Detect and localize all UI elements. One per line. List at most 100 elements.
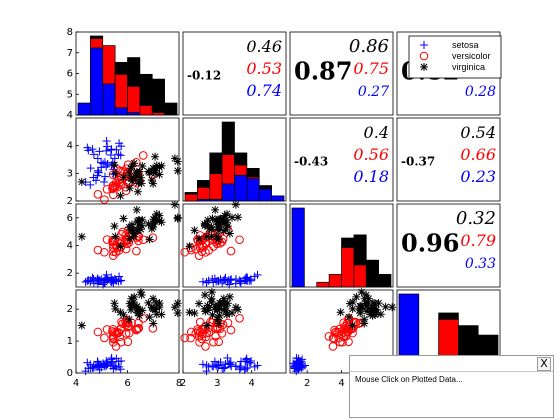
data-point-setosa	[97, 363, 106, 372]
histogram-bar-virginica	[127, 57, 141, 87]
data-point-virginica	[207, 232, 216, 241]
data-point-setosa	[112, 276, 121, 285]
data-point-virginica	[152, 209, 161, 218]
data-point-virginica	[133, 217, 142, 226]
data-point-virginica	[213, 315, 222, 324]
data-point-virginica	[173, 299, 182, 308]
data-point-virginica	[155, 216, 164, 225]
panel-frame	[396, 117, 501, 202]
panel-4-1	[75, 288, 182, 376]
data-point-setosa	[198, 277, 207, 286]
data-point-virginica	[136, 225, 145, 234]
histogram-bar-setosa	[127, 112, 141, 116]
data-point-setosa	[103, 142, 112, 151]
data-point-setosa	[99, 280, 108, 289]
y-tick-label: 2	[67, 268, 73, 279]
histogram-bar-virginica	[341, 237, 355, 248]
correlation-virginica: 0.32	[456, 208, 496, 229]
data-point-virginica	[219, 305, 228, 314]
data-point-virginica	[77, 177, 86, 186]
correlation-total: -0.43	[294, 155, 328, 169]
data-point-setosa	[92, 176, 101, 185]
data-point-virginica	[150, 169, 159, 178]
data-point-versicolor	[199, 242, 208, 252]
histogram-bar-setosa	[90, 47, 104, 116]
data-point-setosa	[107, 277, 116, 286]
data-point-virginica	[213, 217, 222, 226]
data-point-virginica	[420, 63, 428, 71]
data-point-setosa	[92, 276, 101, 285]
panel-frame	[75, 289, 180, 374]
data-cursor-popup[interactable]: X Mouse Click on Plotted Data...	[349, 355, 554, 418]
data-point-virginica	[348, 321, 357, 330]
data-point-virginica	[223, 222, 232, 231]
data-point-versicolor	[335, 337, 345, 347]
correlation-total: 0.87	[294, 57, 352, 86]
data-point-virginica	[200, 219, 209, 228]
data-point-virginica	[202, 321, 211, 330]
y-tick-label: 8	[67, 27, 73, 38]
data-point-versicolor	[209, 242, 218, 251]
data-point-virginica	[214, 302, 223, 311]
data-point-versicolor	[344, 337, 353, 347]
data-point-virginica	[127, 177, 136, 186]
histogram-bar-versicolor	[127, 85, 141, 113]
data-point-virginica	[214, 226, 223, 235]
data-point-virginica	[77, 232, 86, 241]
panel-3-3	[289, 203, 394, 288]
data-point-versicolor	[201, 248, 210, 257]
data-point-versicolor	[110, 182, 120, 192]
histogram-bar-versicolor	[151, 112, 165, 116]
data-point-setosa	[214, 361, 223, 370]
histogram-bar-setosa	[271, 195, 285, 202]
histogram-bar-setosa	[221, 183, 235, 202]
correlation-1-3: 0.870.86 0.75 0.27	[294, 36, 389, 100]
data-point-setosa	[295, 363, 304, 372]
data-point-versicolor	[116, 180, 126, 189]
data-point-virginica	[127, 294, 136, 303]
data-point-versicolor	[197, 334, 207, 344]
data-point-setosa	[253, 361, 262, 370]
y-tick-label: 6	[67, 213, 73, 224]
legend-entry-setosa: setosa	[452, 40, 479, 50]
data-point-versicolor	[121, 244, 131, 254]
data-point-virginica	[219, 226, 228, 235]
data-point-virginica	[149, 219, 158, 228]
correlation-versicolor: 0.56	[353, 145, 389, 164]
data-point-virginica	[132, 171, 141, 180]
data-point-virginica	[361, 299, 370, 308]
data-point-versicolor	[132, 324, 142, 334]
data-point-virginica	[127, 305, 136, 314]
data-point-versicolor	[93, 245, 103, 255]
correlation-setosa: 0.23	[460, 167, 496, 186]
histogram-bar-versicolor	[197, 186, 211, 200]
histogram-bar-versicolor	[328, 274, 342, 288]
data-point-versicolor	[124, 328, 134, 338]
data-point-setosa	[301, 361, 310, 370]
data-point-virginica	[200, 304, 209, 313]
data-point-versicolor	[191, 329, 201, 338]
histogram-bar-versicolor	[114, 73, 128, 109]
data-point-setosa	[235, 365, 244, 374]
data-point-setosa	[86, 164, 95, 173]
data-point-virginica	[147, 175, 156, 184]
data-point-setosa	[102, 270, 111, 279]
data-point-versicolor	[108, 183, 118, 193]
data-point-virginica	[223, 209, 232, 218]
data-point-setosa	[213, 363, 222, 372]
popup-close-button[interactable]: X	[537, 357, 551, 371]
data-point-virginica	[116, 191, 125, 200]
data-point-versicolor	[235, 313, 244, 323]
data-point-versicolor	[226, 325, 236, 335]
histogram-bar-versicolor	[184, 193, 198, 202]
x-tick-label: 4	[248, 378, 254, 389]
data-point-setosa	[94, 168, 103, 177]
data-point-setosa	[246, 275, 255, 284]
data-point-versicolor	[180, 333, 190, 343]
data-point-setosa	[245, 276, 254, 285]
data-point-virginica	[119, 173, 128, 182]
data-point-virginica	[132, 205, 141, 214]
correlation-setosa: 0.18	[353, 167, 389, 186]
data-point-versicolor	[226, 246, 236, 256]
data-point-setosa	[242, 354, 251, 363]
